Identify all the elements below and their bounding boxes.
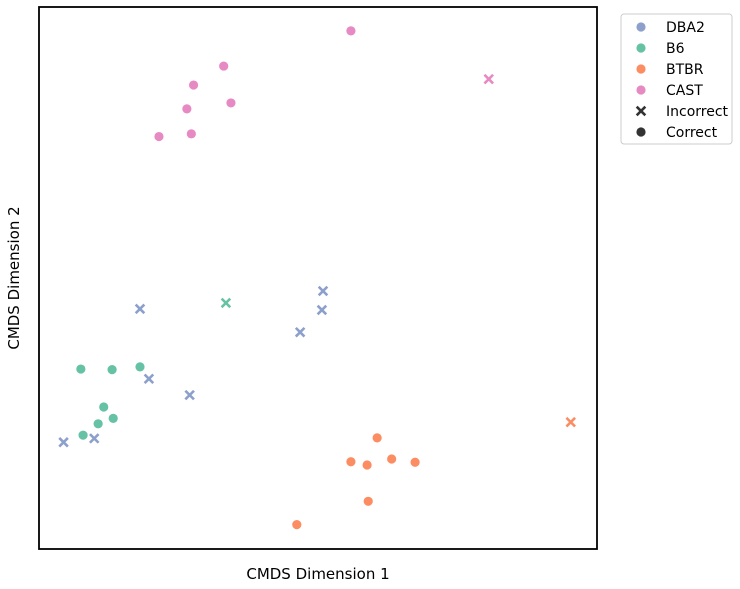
dba2-incorrect-point (143, 373, 155, 385)
y-axis-label: CMDS Dimension 2 (5, 206, 23, 349)
b6-correct-point (99, 402, 109, 412)
btbr-correct-point (362, 460, 372, 470)
dba2-incorrect-point (184, 389, 195, 401)
cast-correct-point (226, 98, 236, 108)
btbr-correct-point (372, 433, 382, 443)
b6-incorrect-point (220, 297, 232, 309)
legend-correct-label: Correct (666, 125, 718, 141)
dba2-incorrect-point (58, 436, 69, 448)
legend-correct-marker (636, 127, 646, 137)
dba2-incorrect-point (317, 285, 329, 297)
legend-dba2-label: DBA2 (666, 20, 705, 36)
btbr-correct-point (292, 520, 302, 530)
legend-cast-marker (636, 85, 646, 95)
legend-incorrect-label: Incorrect (666, 104, 729, 120)
b6-correct-point (135, 362, 145, 372)
btbr-incorrect-point (565, 416, 577, 428)
dba2-incorrect-point (294, 326, 306, 338)
legend-cast-label: CAST (666, 83, 703, 99)
legend-b6-marker (636, 43, 646, 53)
cast-correct-point (219, 61, 229, 71)
legend-b6-label: B6 (666, 41, 685, 57)
b6-correct-point (108, 413, 118, 423)
btbr-correct-point (363, 496, 373, 506)
cast-correct-point (346, 26, 356, 36)
cast-correct-point (186, 129, 196, 139)
legend-btbr-label: BTBR (666, 62, 704, 78)
btbr-correct-point (346, 457, 356, 467)
legend-box (620, 13, 733, 145)
cast-correct-point (188, 80, 199, 90)
b6-correct-point (107, 364, 117, 375)
cast-incorrect-point (483, 73, 494, 85)
cast-correct-point (182, 104, 192, 114)
cast-correct-point (154, 131, 164, 142)
b6-correct-point (78, 430, 88, 440)
plot-area (38, 6, 598, 550)
btbr-correct-point (387, 454, 397, 464)
x-axis-label: CMDS Dimension 1 (246, 565, 389, 583)
b6-correct-point (93, 419, 103, 429)
points-layer (58, 26, 577, 530)
dba2-incorrect-point (316, 304, 328, 316)
btbr-correct-point (410, 457, 420, 467)
b6-correct-point (76, 364, 86, 374)
legend-incorrect-marker (635, 105, 647, 117)
dba2-incorrect-point (89, 433, 100, 444)
legend: DBA2 B6 BTBR CAST Incorrect Correct (620, 13, 733, 145)
legend-btbr-marker (636, 64, 646, 74)
legend-dba2-marker (636, 22, 646, 32)
dba2-incorrect-point (134, 303, 146, 315)
